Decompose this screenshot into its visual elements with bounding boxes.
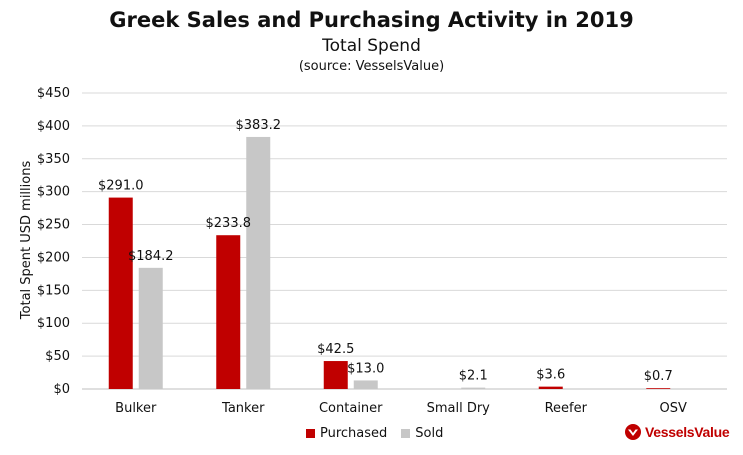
legend-label-sold: Sold bbox=[415, 426, 444, 441]
y-tick-label: $50 bbox=[45, 349, 70, 364]
x-tick-label-small-dry: Small Dry bbox=[427, 401, 491, 416]
legend-swatch-purchased bbox=[306, 429, 315, 438]
bars bbox=[108, 136, 671, 389]
legend-item-sold: Sold bbox=[401, 426, 443, 441]
brand-name: VesselsValue bbox=[645, 424, 730, 440]
x-tick-label-container: Container bbox=[319, 401, 383, 416]
y-tick-label: $200 bbox=[37, 250, 70, 265]
x-tick-label-tanker: Tanker bbox=[221, 401, 265, 416]
y-tick-label: $400 bbox=[37, 119, 70, 134]
chart-subtitle: Total Spend bbox=[322, 36, 421, 56]
x-axis-ticks: Bulker Tanker Container Small Dry Reefer OSV bbox=[115, 401, 687, 416]
data-label-sold-container: $13.0 bbox=[347, 361, 384, 376]
x-tick-label-reefer: Reefer bbox=[545, 401, 588, 416]
legend-swatch-sold bbox=[401, 429, 411, 438]
data-label-sold-small-dry: $2.1 bbox=[459, 369, 488, 384]
data-label-purchased-reefer: $3.6 bbox=[536, 368, 565, 383]
legend-label-purchased: Purchased bbox=[320, 426, 388, 441]
bar-purchased-container bbox=[323, 361, 348, 389]
y-tick-label: $100 bbox=[37, 316, 70, 331]
data-label-sold-bulker: $184.2 bbox=[128, 249, 174, 264]
y-axis-ticks: $0 $50 $100 $150 $200 $250 $300 $350 $400 $450 bbox=[37, 86, 70, 397]
y-tick-label: $300 bbox=[37, 185, 70, 200]
y-tick-label: $350 bbox=[37, 152, 70, 167]
grid-lines bbox=[82, 92, 727, 390]
chart-title: Greek Sales and Purchasing Activity in 2… bbox=[109, 8, 634, 32]
bar-purchased-osv bbox=[646, 388, 671, 389]
bar-sold-small-dry bbox=[461, 387, 486, 389]
data-label-purchased-tanker: $233.8 bbox=[206, 216, 252, 231]
y-axis-title: Total Spent USD millions bbox=[19, 161, 34, 321]
vesselsvalue-logo: VesselsValue bbox=[625, 424, 730, 440]
bar-purchased-bulker bbox=[108, 197, 133, 389]
y-tick-label: $450 bbox=[37, 86, 70, 101]
vesselsvalue-logo-icon bbox=[625, 424, 641, 440]
bar-purchased-tanker bbox=[216, 235, 241, 389]
legend-item-purchased: Purchased bbox=[306, 426, 387, 441]
bar-sold-container bbox=[353, 380, 378, 389]
data-label-purchased-container: $42.5 bbox=[317, 342, 354, 357]
chart-source: (source: VesselsValue) bbox=[298, 59, 445, 74]
y-tick-label: $150 bbox=[37, 283, 70, 298]
data-label-purchased-osv: $0.7 bbox=[644, 369, 673, 384]
data-labels: $291.0 $184.2 $233.8 $383.2 $42.5 $13.0 $2.1 $3… bbox=[98, 118, 673, 384]
bar-sold-tanker bbox=[246, 136, 271, 389]
data-label-purchased-bulker: $291.0 bbox=[98, 179, 144, 194]
bar-purchased-reefer bbox=[538, 386, 563, 389]
bar-sold-bulker bbox=[138, 267, 163, 389]
legend: Purchased Sold bbox=[306, 426, 443, 441]
x-tick-label-bulker: Bulker bbox=[115, 401, 157, 416]
x-tick-label-osv: OSV bbox=[660, 401, 687, 416]
y-tick-label: $250 bbox=[37, 218, 70, 233]
y-tick-label: $0 bbox=[53, 382, 70, 397]
data-label-sold-tanker: $383.2 bbox=[236, 118, 282, 133]
